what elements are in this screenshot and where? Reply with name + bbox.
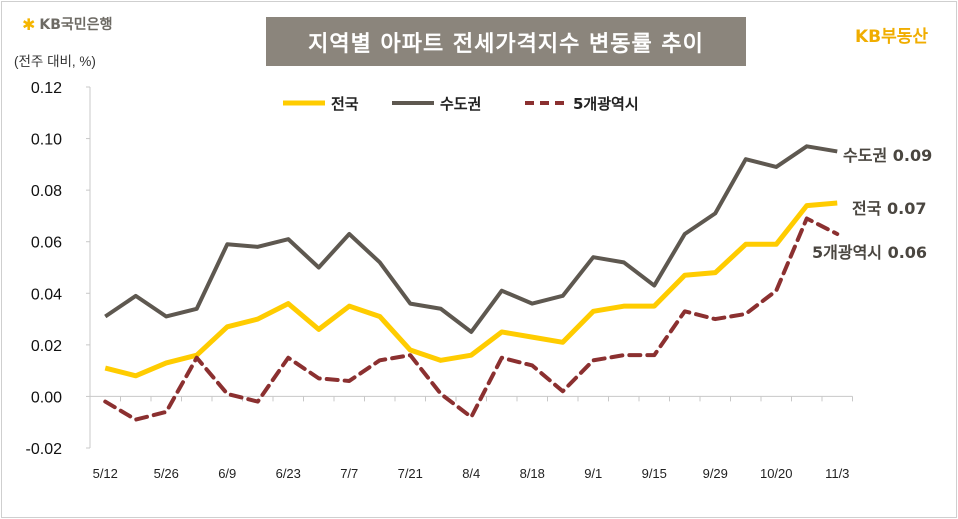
chart-title: 지역별 아파트 전세가격지수 변동률 추이 <box>266 17 746 66</box>
series-line-metro5 <box>103 216 840 422</box>
y-tick-label: 0.06 <box>31 235 62 252</box>
x-tick-label: 7/7 <box>340 466 358 481</box>
logo-text: KB국민은행 <box>39 17 113 33</box>
x-tick-label: 9/1 <box>584 466 602 481</box>
x-tick-label: 11/3 <box>825 466 849 481</box>
kb-bank-logo: ✱ KB국민은행 <box>22 14 112 34</box>
y-tick-label: 0.08 <box>31 183 62 200</box>
x-tick-label: 6/23 <box>276 466 301 481</box>
legend-label: 5개광역시 <box>573 95 639 113</box>
unit-label: (전주 대비, %) <box>14 54 96 69</box>
kb-real-estate-brand: KB부동산 <box>855 27 929 47</box>
end-value-label: 전국 0.07 <box>852 199 927 218</box>
legend-label: 수도권 <box>440 95 481 113</box>
kb-star-icon: ✱ <box>22 14 36 34</box>
series-line-national <box>104 200 838 379</box>
x-tick-label: 8/4 <box>462 466 480 481</box>
x-tick-label: 10/20 <box>760 466 793 481</box>
x-tick-label: 7/21 <box>398 466 423 481</box>
end-value-label: 5개광역시 0.06 <box>812 243 927 262</box>
series-line-capital <box>104 144 838 334</box>
y-tick-label: 0.10 <box>31 132 62 149</box>
x-tick-label: 8/18 <box>520 466 545 481</box>
y-tick-label: 0.04 <box>31 286 62 303</box>
y-tick-label: 0.12 <box>31 80 62 97</box>
x-tick-label: 9/15 <box>642 466 667 481</box>
x-tick-label: 5/26 <box>154 466 179 481</box>
y-tick-label: 0.00 <box>31 389 62 406</box>
x-tick-label: 6/9 <box>218 466 236 481</box>
y-tick-label: 0.02 <box>31 338 62 355</box>
x-tick-label: 9/29 <box>703 466 728 481</box>
legend-label: 전국 <box>331 95 359 113</box>
end-value-label: 수도권 0.09 <box>843 146 932 165</box>
x-tick-label: 5/12 <box>93 466 118 481</box>
y-tick-label: -0.02 <box>26 441 63 458</box>
